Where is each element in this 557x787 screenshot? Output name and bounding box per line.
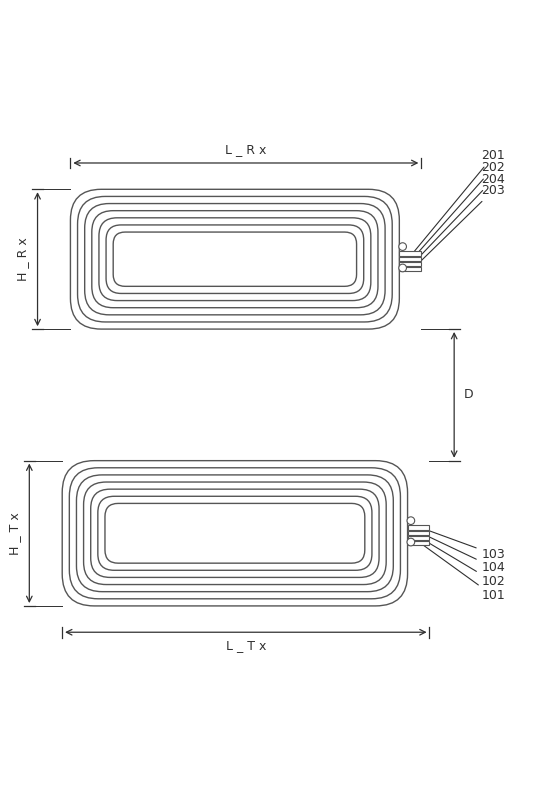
Text: 202: 202 xyxy=(414,161,505,257)
Text: 101: 101 xyxy=(423,545,505,602)
Circle shape xyxy=(407,517,415,524)
FancyBboxPatch shape xyxy=(69,467,400,599)
Text: D: D xyxy=(464,388,473,401)
Text: 203: 203 xyxy=(414,183,505,268)
Text: H _ R x: H _ R x xyxy=(16,238,29,281)
Bar xyxy=(408,526,429,530)
Text: 201: 201 xyxy=(414,150,505,251)
FancyBboxPatch shape xyxy=(76,475,393,592)
Text: L _ R x: L _ R x xyxy=(225,143,267,156)
Text: 102: 102 xyxy=(423,540,505,588)
Text: 204: 204 xyxy=(414,172,505,262)
FancyBboxPatch shape xyxy=(105,504,365,563)
FancyBboxPatch shape xyxy=(84,482,386,585)
Bar xyxy=(399,262,421,266)
Bar xyxy=(408,530,429,535)
Text: H _ T x: H _ T x xyxy=(8,512,21,555)
FancyBboxPatch shape xyxy=(77,197,392,322)
FancyBboxPatch shape xyxy=(62,460,408,606)
Bar xyxy=(399,257,421,261)
Bar xyxy=(408,536,429,541)
FancyBboxPatch shape xyxy=(106,225,364,294)
FancyBboxPatch shape xyxy=(113,232,356,286)
FancyBboxPatch shape xyxy=(98,497,372,571)
FancyBboxPatch shape xyxy=(91,490,379,578)
Bar xyxy=(399,251,421,256)
Text: 104: 104 xyxy=(423,534,505,574)
Circle shape xyxy=(399,264,407,272)
Circle shape xyxy=(407,538,415,546)
Bar xyxy=(399,267,421,272)
Text: L _ T x: L _ T x xyxy=(226,639,266,652)
Bar xyxy=(408,541,429,545)
Text: 103: 103 xyxy=(423,529,505,560)
FancyBboxPatch shape xyxy=(92,211,378,308)
FancyBboxPatch shape xyxy=(99,218,371,301)
FancyBboxPatch shape xyxy=(70,190,399,329)
FancyBboxPatch shape xyxy=(85,204,385,315)
Circle shape xyxy=(399,242,407,250)
